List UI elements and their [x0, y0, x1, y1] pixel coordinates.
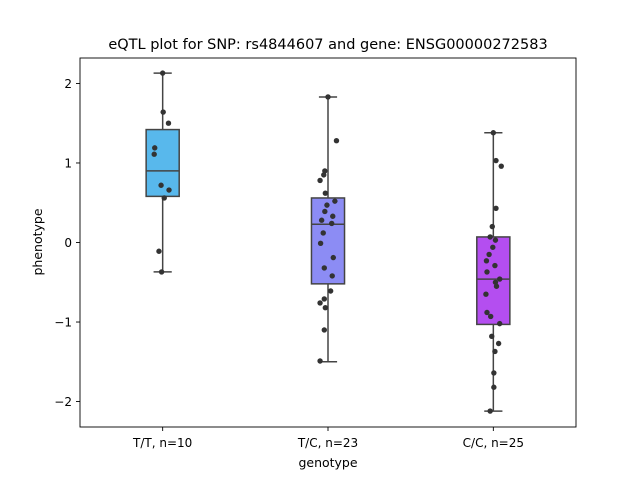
data-point: [156, 248, 162, 254]
y-axis-label: phenotype: [30, 208, 45, 275]
box-2: [310, 96, 346, 363]
data-point: [492, 262, 498, 269]
x-tick-label: T/C, n=23: [297, 436, 358, 450]
data-points: [151, 70, 504, 414]
chart-title: eQTL plot for SNP: rs4844607 and gene: E…: [108, 37, 547, 53]
iqr-box: [310, 197, 346, 285]
data-point: [498, 163, 504, 169]
data-point: [322, 190, 329, 196]
y-tick-label: 2: [64, 77, 72, 91]
data-point: [166, 187, 172, 193]
data-point: [496, 276, 503, 282]
y-axis: −2 −1 0 1 2: [54, 77, 80, 409]
data-point: [333, 138, 340, 144]
data-point: [151, 151, 157, 157]
y-tick-label: 0: [64, 236, 72, 250]
x-axis: T/T, n=10 T/C, n=23 C/C, n=25: [132, 427, 524, 450]
data-point: [330, 254, 336, 261]
data-point: [484, 269, 490, 275]
box-3: [476, 132, 511, 412]
data-point: [320, 230, 326, 236]
data-point: [321, 296, 327, 302]
data-point: [489, 333, 495, 340]
data-point: [322, 305, 329, 311]
data-point: [329, 273, 335, 279]
data-point: [487, 408, 493, 414]
data-point: [489, 223, 495, 230]
data-point: [165, 120, 172, 126]
data-point: [496, 320, 503, 327]
data-point: [317, 300, 323, 306]
data-point: [160, 109, 166, 115]
data-point: [321, 265, 327, 271]
y-tick-label: −1: [54, 316, 72, 330]
data-point: [492, 237, 499, 243]
data-point: [325, 94, 331, 100]
data-point: [484, 309, 490, 316]
data-point: [324, 202, 330, 208]
data-point: [321, 172, 327, 178]
box-series: [145, 72, 511, 412]
data-point: [490, 130, 497, 136]
data-point: [317, 358, 323, 364]
data-point: [317, 177, 323, 184]
data-point: [332, 198, 338, 204]
data-point: [152, 145, 158, 151]
data-point: [486, 251, 492, 258]
data-point: [318, 217, 325, 223]
box-1: [145, 72, 180, 273]
data-point: [493, 205, 499, 212]
y-tick-label: 1: [64, 156, 72, 170]
data-point: [317, 240, 324, 246]
data-point: [158, 182, 164, 188]
x-tick-label: T/T, n=10: [132, 436, 192, 450]
data-point: [490, 244, 496, 250]
x-tick-label: C/C, n=25: [463, 436, 524, 450]
data-point: [487, 234, 493, 240]
data-point: [322, 208, 328, 215]
data-point: [487, 313, 494, 320]
data-point: [330, 213, 336, 219]
data-point: [161, 195, 167, 201]
data-point: [493, 283, 500, 289]
data-point: [493, 157, 499, 164]
data-point: [321, 327, 327, 333]
data-point: [329, 220, 335, 227]
data-point: [483, 258, 490, 264]
data-point: [491, 384, 497, 390]
data-point: [492, 348, 498, 355]
x-axis-label: genotype: [298, 455, 357, 470]
data-point: [327, 288, 334, 294]
data-point: [159, 70, 166, 76]
data-point: [495, 340, 502, 347]
y-tick-label: −2: [54, 395, 72, 409]
data-point: [158, 269, 165, 275]
data-point: [491, 370, 497, 376]
data-point: [483, 291, 489, 297]
